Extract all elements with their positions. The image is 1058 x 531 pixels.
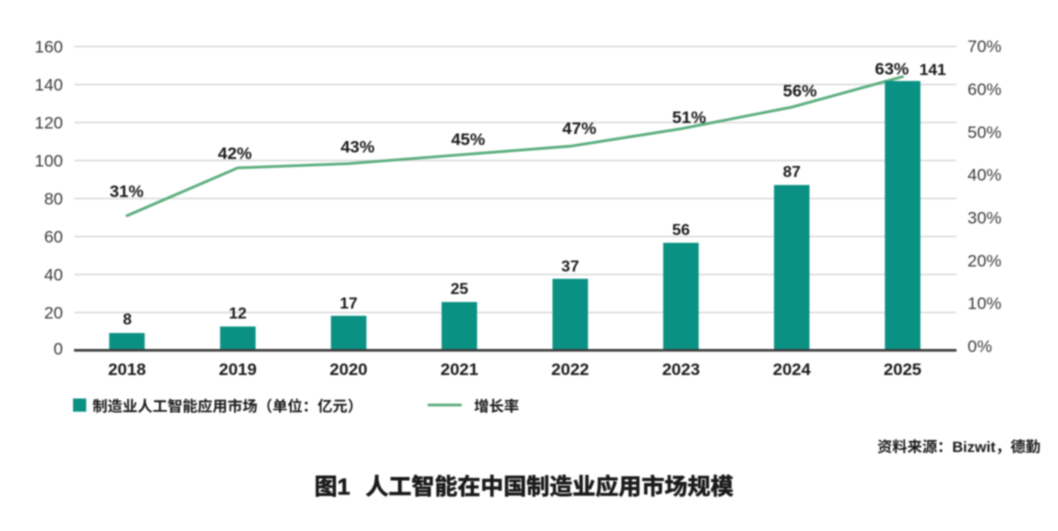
svg-text:2021: 2021	[440, 360, 478, 379]
svg-text:0%: 0%	[968, 337, 993, 356]
svg-text:56%: 56%	[783, 82, 817, 101]
svg-text:2022: 2022	[551, 360, 589, 379]
svg-text:47%: 47%	[562, 119, 596, 138]
svg-text:56: 56	[672, 222, 690, 239]
svg-text:160: 160	[35, 38, 63, 57]
svg-text:100: 100	[35, 152, 63, 171]
svg-text:8: 8	[123, 312, 132, 329]
svg-text:2023: 2023	[662, 360, 700, 379]
svg-text:141: 141	[919, 62, 946, 79]
svg-text:2020: 2020	[330, 360, 368, 379]
svg-text:30%: 30%	[968, 209, 1002, 228]
svg-text:80: 80	[44, 190, 63, 209]
svg-text:70%: 70%	[968, 37, 1002, 56]
svg-text:40%: 40%	[968, 166, 1002, 185]
svg-text:63%: 63%	[875, 60, 909, 79]
svg-text:140: 140	[35, 76, 63, 95]
svg-text:42%: 42%	[218, 144, 252, 163]
svg-text:17: 17	[340, 295, 358, 312]
svg-text:45%: 45%	[451, 130, 485, 149]
svg-text:25: 25	[451, 281, 469, 298]
svg-text:10%: 10%	[968, 294, 1002, 313]
svg-text:60: 60	[44, 228, 63, 247]
svg-text:31%: 31%	[110, 182, 144, 201]
svg-text:51%: 51%	[672, 108, 706, 127]
svg-text:43%: 43%	[341, 138, 375, 157]
svg-text:50%: 50%	[968, 123, 1002, 142]
svg-text:20%: 20%	[968, 251, 1002, 270]
svg-text:87: 87	[783, 164, 801, 181]
svg-text:40: 40	[44, 266, 63, 285]
svg-text:0: 0	[54, 340, 63, 359]
svg-text:2019: 2019	[219, 360, 257, 379]
svg-text:37: 37	[561, 259, 579, 276]
svg-text:2025: 2025	[884, 360, 922, 379]
svg-text:2024: 2024	[773, 360, 811, 379]
svg-text:12: 12	[229, 305, 247, 322]
svg-text:120: 120	[35, 114, 63, 133]
svg-text:20: 20	[44, 304, 63, 323]
svg-text:2018: 2018	[108, 360, 146, 379]
svg-text:60%: 60%	[968, 80, 1002, 99]
